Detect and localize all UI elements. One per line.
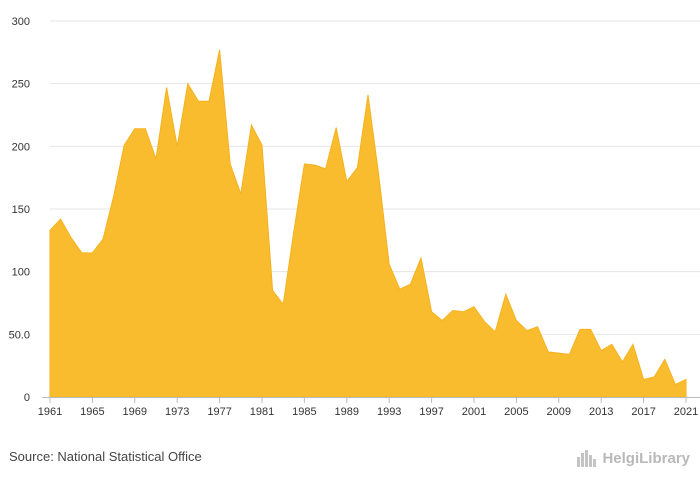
- y-tick-label: 200: [12, 141, 30, 153]
- y-axis-ticks: 0 50.0 100 150 200 250 300: [9, 16, 30, 404]
- y-tick-label: 150: [12, 204, 30, 216]
- x-tick-label: 1993: [377, 406, 401, 418]
- city-skyline-icon: [577, 450, 597, 467]
- x-tick-label: 1961: [38, 406, 62, 418]
- helgilibrary-logo: HelgiLibrary: [576, 447, 690, 469]
- x-tick-label: 2005: [504, 406, 528, 418]
- x-tick-label: 1965: [80, 406, 104, 418]
- y-tick-label: 0: [24, 392, 30, 404]
- x-tick-label: 1977: [207, 406, 231, 418]
- x-tick-label: 2001: [462, 406, 486, 418]
- series-area: [49, 49, 687, 398]
- source-note: Source: National Statistical Office: [9, 449, 202, 464]
- x-tick-label: 2021: [674, 406, 698, 418]
- y-tick-label: 100: [12, 267, 30, 279]
- x-tick-label: 1973: [165, 406, 189, 418]
- x-tick-label: 1985: [292, 406, 316, 418]
- y-tick-label: 300: [12, 16, 30, 28]
- x-axis: 1961 1965 1969 1973 1977 1981 1985 1989 1993 1997…: [38, 397, 700, 418]
- x-tick-label: 2013: [589, 406, 613, 418]
- data-area: [49, 49, 687, 398]
- x-tick-label: 1989: [335, 406, 359, 418]
- x-tick-label: 1981: [250, 406, 274, 418]
- y-tick-label: 50.0: [9, 329, 30, 341]
- x-tick-label: 2009: [547, 406, 571, 418]
- brand-name: HelgiLibrary: [602, 449, 690, 467]
- x-tick-label: 2017: [631, 406, 655, 418]
- area-chart: 0 50.0 100 150 200 250 300 1961 1965 1969 1973 197…: [9, 16, 700, 418]
- x-tick-label: 1969: [123, 406, 147, 418]
- x-tick-label: 1997: [419, 406, 443, 418]
- y-tick-label: 250: [12, 79, 30, 91]
